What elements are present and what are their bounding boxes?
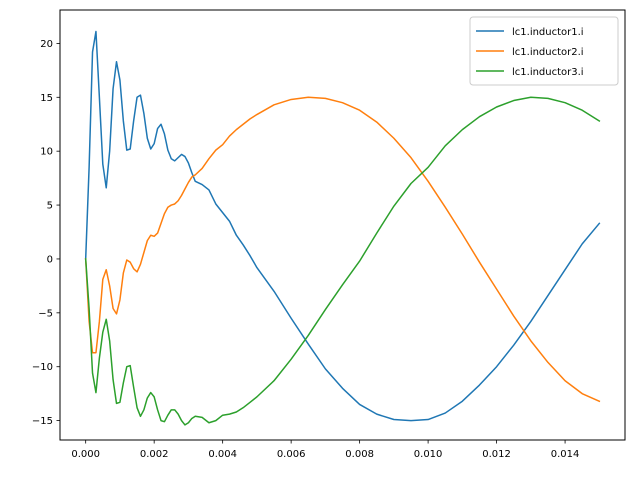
legend-label-2: lc1.inductor2.i [512,47,584,58]
x-tick-label: 0.000 [71,449,100,460]
x-tick-label: 0.006 [277,449,306,460]
y-tick-label: −15 [32,416,53,427]
y-tick-label: 0 [47,254,53,265]
legend: lc1.inductor1.i lc1.inductor2.i lc1.induct… [469,16,619,86]
series-lines [84,30,601,426]
y-tick-label: 15 [40,93,53,104]
legend-box [469,16,619,86]
x-tick-label: 0.012 [482,449,511,460]
series-line-1 [84,30,601,422]
x-tick-label: 0.004 [208,449,237,460]
series-line-2 [84,96,601,403]
y-tick-label: 5 [47,201,53,212]
x-tick-label: 0.008 [345,449,374,460]
x-tick-label: 0.010 [414,449,443,460]
x-tick-label: 0.002 [140,449,169,460]
x-tick-label: 0.014 [551,449,580,460]
legend-label-3: lc1.inductor3.i [512,67,584,78]
y-tick-label: −10 [32,362,53,373]
x-axis: 0.000 0.002 0.004 0.006 0.008 0.010 0.012 0.014 [71,440,579,460]
plot-area [59,9,626,441]
axes-frame [59,9,626,441]
y-axis: −15 −10 −5 0 5 10 15 20 [32,39,60,427]
y-tick-label: 20 [40,39,53,50]
series-line-3 [84,96,601,426]
y-tick-label: −5 [38,308,53,319]
legend-label-1: lc1.inductor1.i [512,27,584,38]
y-tick-label: 10 [40,147,53,158]
